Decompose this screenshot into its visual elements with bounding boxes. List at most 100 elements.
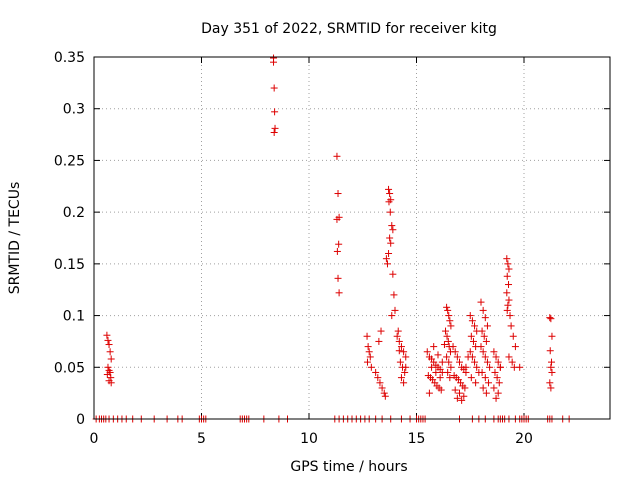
data-point bbox=[425, 389, 433, 397]
data-point bbox=[466, 312, 474, 320]
data-point bbox=[430, 343, 438, 351]
data-point bbox=[505, 265, 513, 273]
data-point bbox=[333, 152, 341, 160]
data-point bbox=[505, 296, 513, 304]
data-point bbox=[548, 368, 556, 376]
data-point bbox=[547, 363, 555, 371]
data-point bbox=[334, 274, 342, 282]
y-tick-label: 0.2 bbox=[63, 205, 85, 221]
data-point bbox=[516, 363, 524, 371]
data-point bbox=[363, 332, 371, 340]
data-point bbox=[444, 368, 452, 376]
data-points bbox=[92, 54, 573, 423]
data-point bbox=[388, 312, 396, 320]
x-tick-label: 5 bbox=[197, 431, 206, 447]
data-point bbox=[447, 363, 455, 371]
data-point bbox=[442, 327, 450, 335]
data-point bbox=[456, 358, 463, 366]
data-point bbox=[397, 374, 405, 382]
data-point bbox=[388, 222, 396, 230]
x-tick-label: 20 bbox=[515, 431, 533, 447]
data-point bbox=[467, 374, 475, 382]
data-point bbox=[490, 348, 498, 356]
data-point bbox=[447, 322, 455, 330]
data-point bbox=[503, 289, 511, 297]
data-point bbox=[505, 281, 513, 289]
data-point bbox=[333, 247, 341, 255]
data-point bbox=[491, 368, 499, 376]
data-point bbox=[546, 347, 554, 355]
data-point bbox=[428, 363, 436, 371]
data-point bbox=[481, 314, 489, 322]
data-point bbox=[548, 358, 556, 366]
data-point bbox=[423, 348, 431, 356]
data-point bbox=[546, 379, 554, 387]
data-point bbox=[440, 341, 448, 349]
data-point bbox=[480, 332, 488, 340]
data-point bbox=[270, 129, 278, 137]
data-point bbox=[395, 337, 403, 345]
data-point bbox=[451, 348, 459, 356]
data-point bbox=[396, 358, 404, 366]
data-point bbox=[270, 84, 278, 92]
data-point bbox=[505, 353, 513, 361]
data-point bbox=[462, 363, 470, 371]
grid-lines bbox=[94, 57, 610, 419]
data-point bbox=[546, 314, 554, 322]
data-point bbox=[443, 332, 451, 340]
data-point bbox=[103, 331, 111, 339]
data-point bbox=[492, 394, 500, 402]
data-point bbox=[477, 343, 485, 351]
x-tick-label: 15 bbox=[408, 431, 426, 447]
data-point bbox=[400, 379, 408, 387]
data-point bbox=[364, 343, 372, 351]
data-point bbox=[509, 332, 517, 340]
data-point bbox=[376, 379, 384, 387]
data-point bbox=[397, 343, 405, 351]
data-point bbox=[107, 355, 115, 363]
data-point bbox=[495, 379, 503, 387]
data-point bbox=[377, 327, 385, 335]
data-point bbox=[473, 363, 481, 371]
data-point bbox=[387, 239, 395, 247]
data-point bbox=[103, 371, 111, 379]
data-point bbox=[436, 374, 444, 382]
data-point bbox=[386, 190, 394, 198]
data-point bbox=[402, 353, 410, 361]
data-point bbox=[493, 374, 501, 382]
data-point bbox=[482, 337, 490, 345]
data-point bbox=[381, 392, 389, 400]
data-point bbox=[485, 379, 493, 387]
data-point bbox=[443, 353, 451, 361]
data-point bbox=[483, 322, 491, 330]
data-point bbox=[548, 332, 556, 340]
data-point bbox=[383, 260, 391, 268]
data-point bbox=[504, 301, 512, 309]
x-axis-ticks: 0 5 10 15 20 bbox=[90, 57, 533, 447]
data-point bbox=[104, 336, 112, 344]
data-point bbox=[504, 260, 512, 268]
data-point bbox=[107, 379, 115, 387]
data-point bbox=[378, 384, 386, 392]
data-point bbox=[335, 240, 343, 248]
data-point bbox=[471, 322, 479, 330]
data-point bbox=[394, 327, 402, 335]
data-point bbox=[400, 348, 408, 356]
data-point bbox=[390, 291, 398, 299]
data-point bbox=[391, 306, 399, 314]
data-point bbox=[270, 58, 278, 66]
data-point bbox=[453, 353, 461, 361]
data-point bbox=[467, 332, 475, 340]
x-tick-label: 10 bbox=[300, 431, 318, 447]
data-point bbox=[490, 384, 498, 392]
data-point bbox=[366, 353, 374, 361]
data-point bbox=[456, 389, 463, 397]
data-point bbox=[385, 250, 393, 258]
data-point bbox=[393, 332, 401, 340]
data-point bbox=[402, 363, 410, 371]
data-point bbox=[385, 185, 393, 193]
data-point bbox=[503, 272, 511, 280]
data-point bbox=[494, 358, 502, 366]
